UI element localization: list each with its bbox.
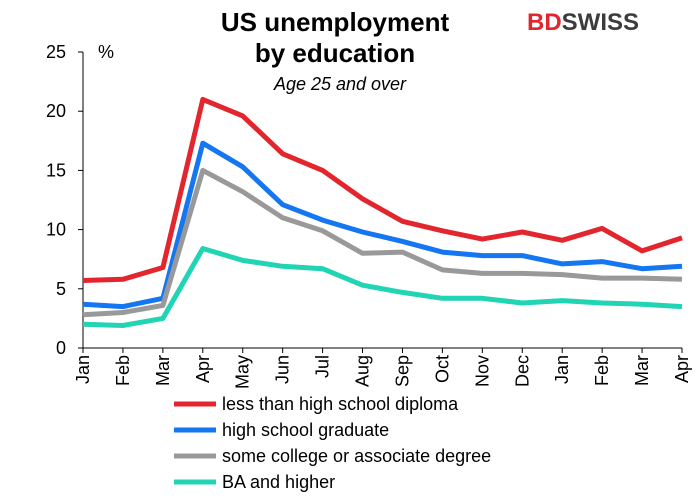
brand-logo: BDSWISS [527, 9, 639, 36]
x-tick-label: Nov [472, 355, 492, 387]
y-tick-label: 15 [46, 160, 66, 180]
chart-title-line1: US unemployment [221, 7, 450, 37]
x-tick-label: Mar [153, 355, 173, 386]
x-tick-label: May [233, 355, 253, 389]
series-line-1 [82, 96, 683, 283]
series-layer [82, 96, 683, 328]
y-tick-label: 20 [46, 101, 66, 121]
x-tick-label: Jan [552, 355, 572, 384]
x-ticks: Jan Feb Mar Apr May Jun Jul Aug Sep Oct Nov Dec Jan F… [73, 348, 692, 389]
legend-label: some college or associate degree [222, 446, 491, 466]
chart-title-line2: by education [255, 38, 415, 68]
y-tick-label: 10 [46, 220, 66, 240]
x-tick-label: Sep [392, 355, 412, 387]
x-tick-label: Dec [512, 355, 532, 387]
x-tick-label: Aug [353, 355, 373, 387]
logo-text: BDSWISS [527, 9, 639, 36]
x-tick-label: Apr [193, 355, 213, 383]
chart-subtitle: Age 25 and over [273, 74, 407, 94]
x-tick-label: Feb [113, 355, 133, 386]
x-tick-label: Jan [73, 355, 93, 384]
y-axis-unit-label: % [98, 42, 114, 62]
series-line-4 [82, 246, 683, 328]
y-tick-label: 5 [56, 279, 66, 299]
legend: less than high school diploma high school… [174, 394, 491, 492]
y-tick-label: 0 [56, 338, 66, 358]
legend-label: less than high school diploma [222, 394, 459, 414]
x-tick-label: Apr [672, 355, 692, 383]
x-tick-label: Mar [632, 355, 652, 386]
legend-label: high school graduate [222, 420, 389, 440]
series-line-3 [82, 167, 683, 318]
x-tick-label: Jul [313, 355, 333, 378]
x-tick-label: Feb [592, 355, 612, 386]
legend-label: BA and higher [222, 472, 335, 492]
series-line-2 [82, 140, 683, 310]
y-tick-label: 25 [46, 42, 66, 62]
x-tick-label: Oct [432, 355, 452, 383]
y-ticks: 0 5 10 15 20 25 [46, 42, 83, 358]
logo-bd: BD [527, 9, 562, 36]
logo-swiss: SWISS [562, 9, 639, 36]
x-tick-label: Jun [273, 355, 293, 384]
